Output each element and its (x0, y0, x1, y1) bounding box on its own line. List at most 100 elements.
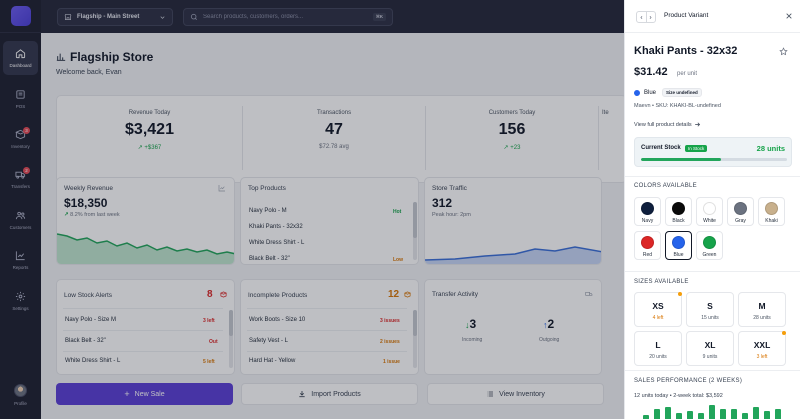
variant-meta: Blue Size undefined (634, 88, 702, 97)
stock-progress (641, 158, 787, 161)
list-item[interactable]: Safety Vest - L (249, 338, 289, 344)
prev-button[interactable] (637, 12, 646, 22)
product-name: Khaki Pants - 32x32 (634, 45, 738, 57)
swatch-color-dot (672, 202, 685, 215)
scrollbar-thumb[interactable] (413, 310, 417, 336)
sidebar-item-dashboard[interactable]: Dashboard (3, 41, 38, 75)
product-name: Khaki Pants - 32x32 (249, 224, 303, 230)
scrollbar-thumb[interactable] (229, 310, 233, 336)
incoming-count: ↓3 (465, 317, 476, 331)
scrollbar[interactable] (413, 202, 417, 260)
sidebar-item-label: Dashboard (9, 63, 32, 68)
color-swatch-khaki[interactable]: Khaki (758, 197, 785, 226)
divider (247, 308, 407, 309)
panel-header: Product Variant (625, 0, 800, 33)
stat-change-value: +23 (510, 145, 521, 151)
weekly-revenue-card[interactable]: Weekly Revenue $18,350 ↗ 8.2% from last … (56, 177, 235, 265)
transfers-badge: 2 (23, 167, 30, 174)
top-products-card[interactable]: Top Products Navy Polo - M Hot Khaki Pan… (240, 177, 419, 265)
list-item[interactable]: White Dress Shirt - L (249, 240, 304, 246)
outgoing-count: ↑2 (543, 317, 554, 331)
low-stock-card[interactable]: Low Stock Alerts 8 Navy Polo - Size M 3 … (56, 279, 235, 375)
transfer-activity-card[interactable]: Transfer Activity ↓3 Incoming ↑2 Outgoin… (424, 279, 602, 375)
store-selector[interactable]: Flagship - Main Street (57, 8, 173, 26)
size-option-s[interactable]: S 15 units (686, 292, 734, 327)
size-option-xs[interactable]: XS 4 left (634, 292, 682, 327)
size-option-l[interactable]: L 20 units (634, 331, 682, 366)
swatch-label: Navy (641, 218, 654, 224)
swatch-color-dot (734, 202, 747, 215)
stat-label: Transactions (316, 110, 352, 116)
star-icon[interactable] (779, 47, 788, 56)
color-swatch-black[interactable]: Black (665, 197, 692, 226)
stat-label: Revenue Today (128, 110, 171, 116)
view-inventory-button[interactable]: View Inventory (427, 383, 604, 405)
color-swatch-gray[interactable]: Gray (727, 197, 754, 226)
sales-bar-chart (643, 405, 793, 419)
sidebar-item-label: Inventory (11, 144, 30, 149)
sidebar-item-reports[interactable]: Reports (3, 243, 38, 277)
size-stock: 15 units (701, 315, 719, 321)
profile-label: Profile (14, 401, 27, 406)
list-item[interactable]: Black Belt - 32" (249, 256, 290, 262)
sales-title: SALES PERFORMANCE (2 WEEKS) (634, 378, 743, 384)
list-item[interactable]: Navy Polo - Size M (65, 317, 117, 323)
truck-icon (585, 292, 593, 296)
sales-bar (665, 407, 671, 419)
sidebar-item-label: Transfers (11, 184, 30, 189)
sidebar-item-transfers[interactable]: Transfers 2 (3, 162, 38, 196)
divider (425, 106, 426, 170)
list-item[interactable]: Khaki Pants - 32x32 (249, 224, 303, 230)
sales-bar (654, 409, 660, 419)
incomplete-products-card[interactable]: Incomplete Products 12 Work Boots - Size… (240, 279, 419, 375)
size-option-xxl[interactable]: XXL 3 left (738, 331, 786, 366)
swatch-label: Blue (673, 252, 684, 258)
sidebar-item-customers[interactable]: Customers (3, 203, 38, 237)
divider (625, 176, 800, 177)
store-traffic-value: 312 (432, 196, 453, 210)
divider (625, 370, 800, 371)
card-title: Top Products (248, 185, 286, 192)
box-icon (220, 291, 227, 298)
sales-bar (753, 407, 759, 419)
sales-bar (731, 409, 737, 419)
sidebar-item-pos[interactable]: POS (3, 82, 38, 116)
size-code: S (707, 301, 713, 311)
sidebar-item-label: POS (15, 104, 26, 109)
search-input[interactable] (203, 14, 363, 20)
profile-button[interactable]: Profile (3, 376, 38, 414)
scrollbar-thumb[interactable] (413, 202, 417, 238)
sidebar-item-label: Customers (9, 225, 32, 230)
swatch-label: Gray (735, 218, 746, 224)
import-products-button[interactable]: Import Products (241, 383, 418, 405)
logo (0, 0, 41, 33)
size-option-xl[interactable]: XL 9 units (686, 331, 734, 366)
color-swatch-blue[interactable]: Blue (665, 231, 692, 260)
scrollbar[interactable] (229, 310, 233, 368)
stock-progress-fill (641, 158, 722, 161)
sidebar-item-inventory[interactable]: Inventory 3 (3, 122, 38, 156)
size-option-m[interactable]: M 28 units (738, 292, 786, 327)
stat-change-value: +$367 (144, 145, 162, 151)
next-button[interactable] (645, 12, 656, 22)
color-swatch-green[interactable]: Green (696, 231, 723, 260)
color-swatch-red[interactable]: Red (634, 231, 661, 260)
list-item[interactable]: Navy Polo - M (249, 208, 287, 214)
sidebar-item-settings[interactable]: Settings (3, 284, 38, 318)
new-sale-button[interactable]: + New Sale (56, 383, 233, 405)
close-icon[interactable] (785, 12, 793, 20)
color-swatch-white[interactable]: White (696, 197, 723, 226)
stock-status: Out (209, 339, 218, 345)
view-details-link[interactable]: View full product details (634, 121, 701, 128)
list-item[interactable]: Work Boots - Size 10 (249, 317, 306, 323)
scrollbar[interactable] (413, 310, 417, 368)
size-stock: 28 units (753, 315, 771, 321)
list-item[interactable]: White Dress Shirt - L (65, 358, 121, 364)
list-item[interactable]: Hard Hat - Yellow (249, 358, 296, 364)
product-name: White Dress Shirt - L (249, 240, 305, 246)
store-traffic-sub: Peak hour: 2pm (432, 212, 471, 218)
color-swatch-navy[interactable]: Navy (634, 197, 661, 226)
store-traffic-card[interactable]: Store Traffic 312 Peak hour: 2pm (424, 177, 602, 265)
list-item[interactable]: Black Belt - 32" (65, 338, 106, 344)
